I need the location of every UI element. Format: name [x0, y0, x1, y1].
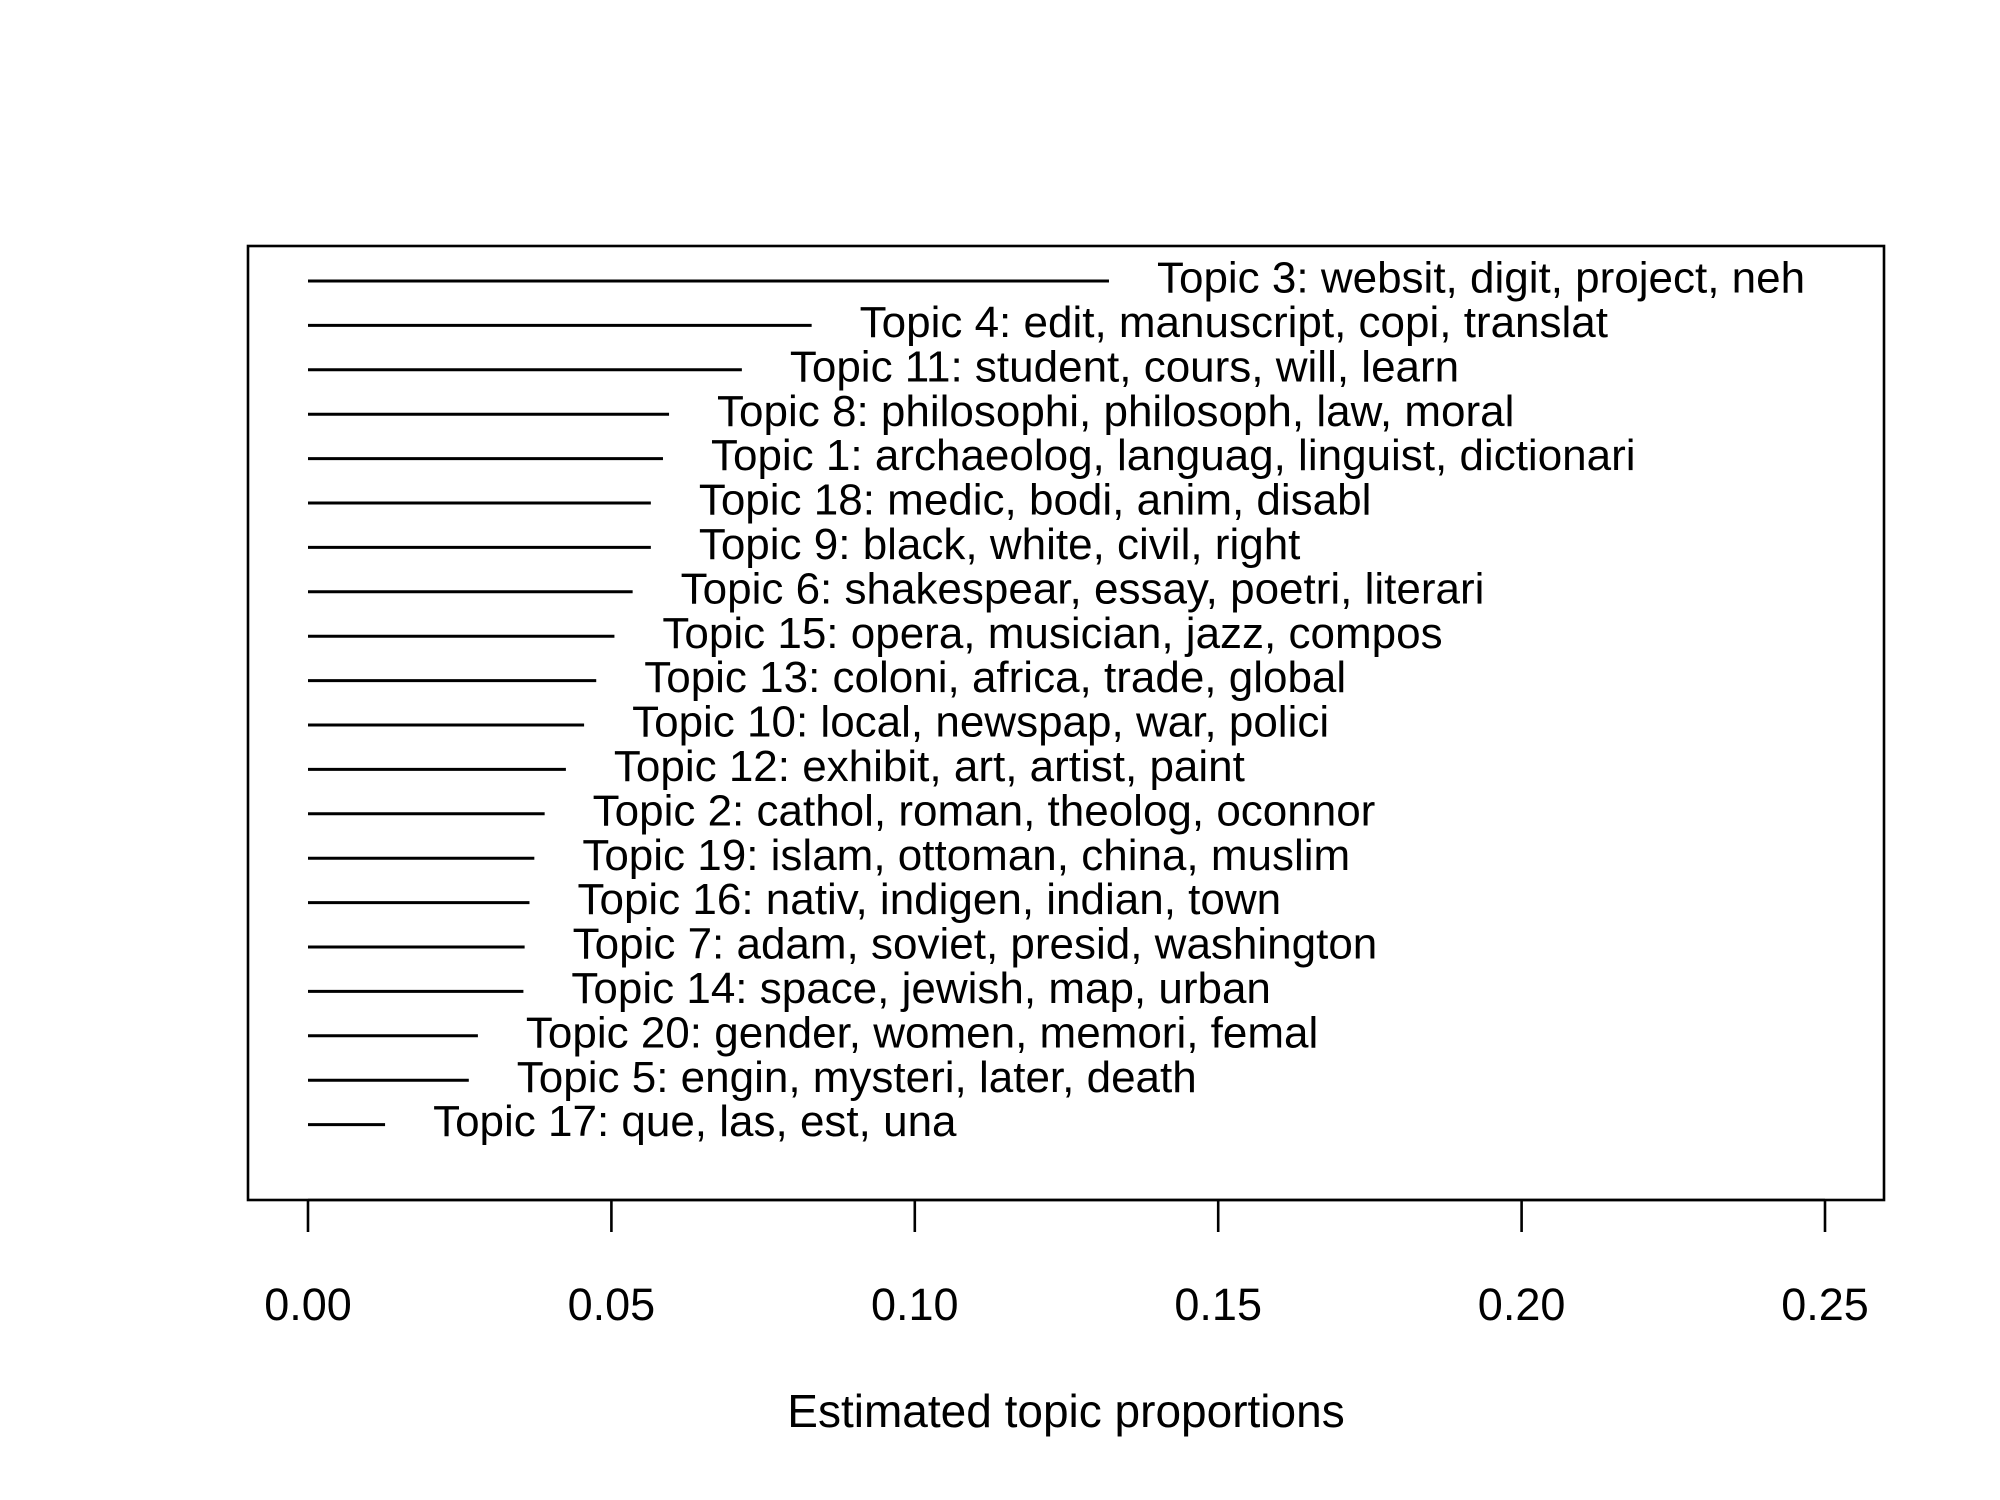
topic-label: Topic 15: opera, musician, jazz, compos	[662, 609, 1442, 658]
topic-label: Topic 5: engin, mysteri, later, death	[517, 1053, 1197, 1102]
topic-label: Topic 13: coloni, africa, trade, global	[644, 653, 1346, 702]
topic-label: Topic 20: gender, women, memori, femal	[526, 1008, 1318, 1057]
topic-label: Topic 8: philosophi, philosoph, law, mor…	[717, 387, 1514, 436]
topic-label: Topic 9: black, white, civil, right	[699, 520, 1301, 569]
topic-label: Topic 10: local, newspap, war, polici	[632, 698, 1329, 747]
topic-label: Topic 14: space, jewish, map, urban	[571, 964, 1271, 1013]
topic-label: Topic 17: que, las, est, una	[433, 1097, 957, 1146]
topic-label: Topic 4: edit, manuscript, copi, transla…	[860, 298, 1608, 347]
topic-label: Topic 3: websit, digit, project, neh	[1157, 254, 1805, 303]
topic-label: Topic 7: adam, soviet, presid, washingto…	[573, 920, 1378, 969]
x-tick-label: 0.15	[1174, 1279, 1262, 1330]
x-tick-label: 0.25	[1781, 1279, 1869, 1330]
topic-label: Topic 2: cathol, roman, theolog, oconnor	[593, 786, 1376, 835]
x-tick-label: 0.10	[871, 1279, 959, 1330]
topic-label: Topic 6: shakespear, essay, poetri, lite…	[681, 564, 1485, 613]
topic-label: Topic 16: nativ, indigen, indian, town	[577, 875, 1281, 924]
topic-label: Topic 19: islam, ottoman, china, muslim	[582, 831, 1350, 880]
x-tick-label: 0.05	[568, 1279, 656, 1330]
x-axis: 0.00 0.05 0.10 0.15 0.20 0.25	[264, 1198, 1869, 1330]
topic-label: Topic 11: student, cours, will, learn	[790, 342, 1459, 391]
x-tick-label: 0.00	[264, 1279, 352, 1330]
x-axis-title: Estimated topic proportions	[787, 1385, 1344, 1437]
topic-label: Topic 1: archaeolog, languag, linguist, …	[711, 431, 1636, 480]
x-tick-label: 0.20	[1478, 1279, 1566, 1330]
topic-label: Topic 12: exhibit, art, artist, paint	[614, 742, 1245, 791]
topic-lines-layer: Topic 3: websit, digit, project, nehTopi…	[308, 254, 1805, 1146]
topic-label: Topic 18: medic, bodi, anim, disabl	[699, 476, 1372, 525]
